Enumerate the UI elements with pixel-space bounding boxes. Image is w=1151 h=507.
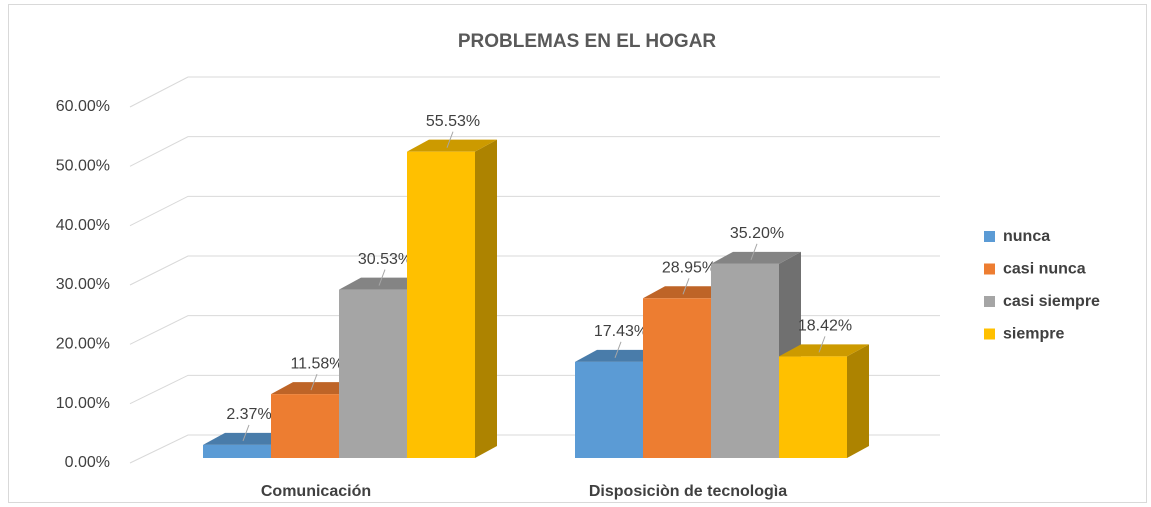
value-label: 11.58% <box>290 355 343 372</box>
legend-label: nunca <box>1003 228 1050 245</box>
value-label: 17.43% <box>594 323 648 340</box>
grid-line <box>129 195 940 227</box>
y-tick-label: 0.00% <box>65 454 110 471</box>
leader-line <box>242 424 250 442</box>
legend-swatch <box>984 328 995 340</box>
value-label: 28.95% <box>662 260 716 277</box>
legend-swatch <box>984 231 995 242</box>
bar-side <box>475 139 497 459</box>
y-tick-label: 20.00% <box>56 336 110 353</box>
legend-label: siempre <box>1003 326 1064 343</box>
bar <box>575 361 643 458</box>
value-label: 35.20% <box>730 225 784 242</box>
x-tick-label: Comunicación <box>261 483 371 500</box>
y-tick-label: 10.00% <box>56 395 110 412</box>
leader-line <box>310 373 318 391</box>
y-tick-label: 30.00% <box>56 276 110 293</box>
y-tick-label: 60.00% <box>56 98 110 115</box>
leader-line <box>818 336 826 353</box>
legend-swatch <box>984 263 995 275</box>
bar-top <box>339 277 429 290</box>
grid-line <box>129 136 940 167</box>
value-label: 30.53% <box>358 251 412 268</box>
leader-line <box>446 131 454 148</box>
x-tick-label: Disposiciòn de tecnologìa <box>589 483 787 500</box>
bar-side <box>847 344 869 458</box>
leader-line <box>614 341 622 359</box>
bar <box>271 394 339 458</box>
bar-top <box>407 139 497 152</box>
bar <box>407 151 475 459</box>
legend-swatch <box>984 296 995 307</box>
bar <box>779 356 847 458</box>
bar-top <box>203 432 293 445</box>
bar-top <box>643 286 733 299</box>
bar-top <box>271 382 361 395</box>
bar-top <box>575 349 665 362</box>
bar <box>339 289 407 458</box>
leader-line <box>682 278 690 295</box>
leader-line <box>750 243 758 260</box>
value-label: 2.37% <box>226 406 271 423</box>
chart-title: PROBLEMAS EN EL HOGAR <box>458 31 717 52</box>
y-tick-label: 50.00% <box>56 158 110 175</box>
legend-label: casi siempre <box>1003 293 1100 310</box>
grid-line <box>129 255 940 286</box>
grid-line <box>129 76 940 108</box>
value-label: 55.53% <box>426 113 480 130</box>
legend-label: casi nunca <box>1003 261 1086 278</box>
y-tick-label: 40.00% <box>56 217 110 234</box>
value-label: 18.42% <box>798 318 852 335</box>
bar-top <box>711 251 801 264</box>
bar-top <box>779 344 869 357</box>
leader-line <box>378 269 386 286</box>
bar <box>203 444 271 458</box>
bar <box>643 298 711 458</box>
bar <box>711 263 779 458</box>
